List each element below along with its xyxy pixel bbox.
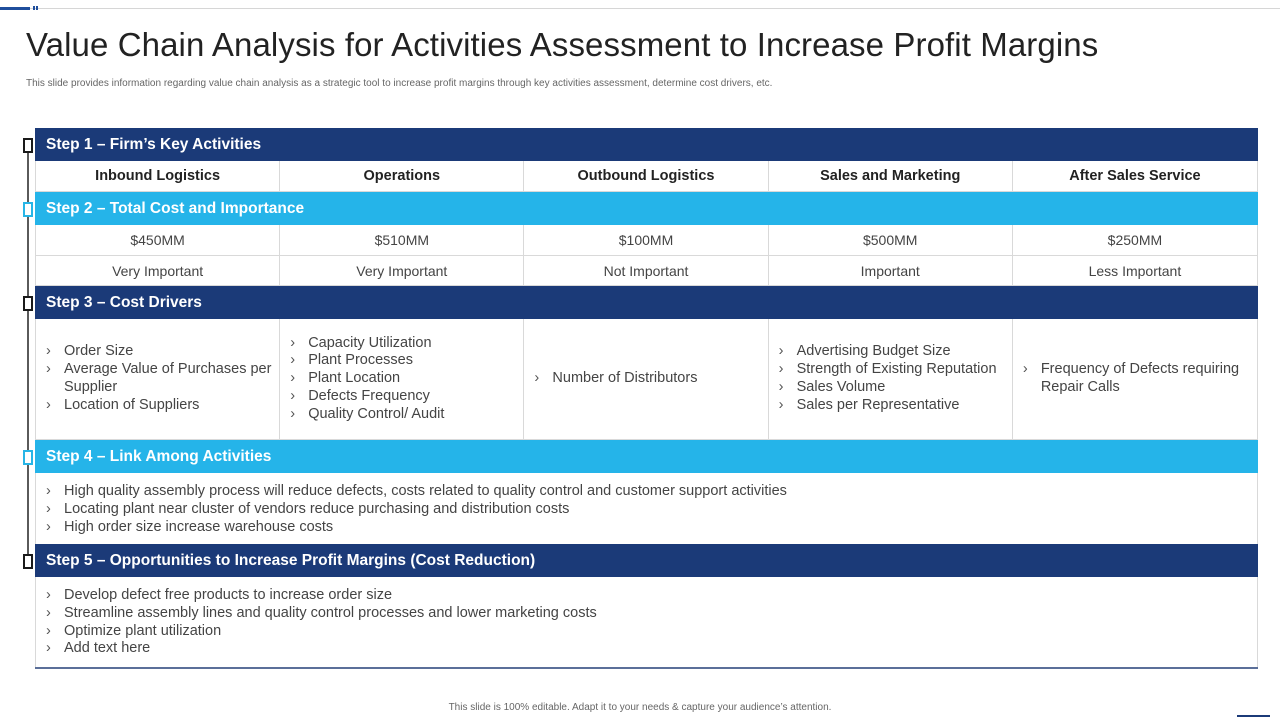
list-item: High quality assembly process will reduc… (46, 483, 1257, 501)
step1-header: Step 1 – Firm’s Key Activities (35, 128, 1258, 161)
cost-drivers-cell: Advertising Budget Size Strength of Exis… (768, 319, 1013, 440)
activity-header: Sales and Marketing (768, 161, 1013, 192)
step5-header: Step 5 – Opportunities to Increase Profi… (35, 544, 1258, 577)
list-item: Defects Frequency (290, 388, 444, 406)
list-item: Sales per Representative (779, 397, 997, 415)
list-item: Add text here (46, 640, 1257, 658)
links-section: High quality assembly process will reduc… (35, 473, 1258, 544)
cost-cell: $450MM (36, 225, 281, 256)
footer-note: This slide is 100% editable. Adapt it to… (448, 702, 832, 713)
list-item: Frequency of Defects requiring Repair Ca… (1023, 361, 1257, 397)
timeline-node-step2 (23, 202, 33, 217)
list-item: High order size increase warehouse costs (46, 519, 1257, 537)
timeline-node-step5 (23, 554, 33, 569)
importance-cell: Very Important (280, 256, 525, 286)
cost-drivers-list: Advertising Budget Size Strength of Exis… (779, 343, 997, 414)
top-rule (0, 8, 1280, 9)
importance-cell: Important (768, 256, 1013, 286)
importance-cell: Very Important (36, 256, 281, 286)
links-list: High quality assembly process will reduc… (46, 483, 1257, 536)
top-accent-marks (33, 6, 35, 10)
importance-row: Very Important Very Important Not Import… (35, 256, 1258, 286)
activity-header: Outbound Logistics (524, 161, 769, 192)
value-chain-table: Step 1 – Firm’s Key Activities Inbound L… (35, 128, 1258, 669)
corner-accent (1237, 715, 1270, 717)
list-item: Optimize plant utilization (46, 623, 1257, 641)
cost-drivers-list: Order Size Average Value of Purchases pe… (46, 343, 279, 414)
list-item: Locating plant near cluster of vendors r… (46, 501, 1257, 519)
list-item: Average Value of Purchases per Supplier (46, 361, 279, 397)
cost-drivers-cell: Number of Distributors (524, 319, 769, 440)
list-item: Streamline assembly lines and quality co… (46, 605, 1257, 623)
cost-cell: $500MM (768, 225, 1013, 256)
step3-header: Step 3 – Cost Drivers (35, 286, 1258, 319)
activity-header: After Sales Service (1012, 161, 1258, 192)
list-item: Number of Distributors (534, 370, 697, 388)
cost-drivers-row: Order Size Average Value of Purchases pe… (35, 319, 1258, 440)
cost-cell: $100MM (524, 225, 769, 256)
list-item: Sales Volume (779, 379, 997, 397)
cost-drivers-cell: Capacity Utilization Plant Processes Pla… (280, 319, 525, 440)
list-item: Capacity Utilization (290, 335, 444, 353)
importance-cell: Less Important (1012, 256, 1258, 286)
top-accent-bar (0, 7, 30, 10)
timeline-node-step1 (23, 138, 33, 153)
list-item: Quality Control/ Audit (290, 406, 444, 424)
opportunities-section: Develop defect free products to increase… (35, 577, 1258, 667)
list-item: Plant Location (290, 370, 444, 388)
activity-header: Inbound Logistics (36, 161, 281, 192)
list-item: Develop defect free products to increase… (46, 587, 1257, 605)
cost-drivers-cell: Order Size Average Value of Purchases pe… (36, 319, 281, 440)
cost-drivers-cell: Frequency of Defects requiring Repair Ca… (1012, 319, 1258, 440)
step4-header: Step 4 – Link Among Activities (35, 440, 1258, 473)
list-item: Strength of Existing Reputation (779, 361, 997, 379)
cost-drivers-list: Capacity Utilization Plant Processes Pla… (290, 335, 444, 424)
table-bottom-rule (35, 667, 1258, 669)
cost-drivers-list: Frequency of Defects requiring Repair Ca… (1023, 361, 1257, 397)
activity-header: Operations (280, 161, 525, 192)
cost-cell: $510MM (280, 225, 525, 256)
list-item: Plant Processes (290, 352, 444, 370)
cost-drivers-list: Number of Distributors (534, 370, 697, 388)
page-title: Value Chain Analysis for Activities Asse… (26, 26, 1099, 63)
step2-header: Step 2 – Total Cost and Importance (35, 192, 1258, 225)
list-item: Advertising Budget Size (779, 343, 997, 361)
importance-cell: Not Important (524, 256, 769, 286)
cost-cell: $250MM (1012, 225, 1258, 256)
opportunities-list: Develop defect free products to increase… (46, 587, 1257, 658)
page-subtitle: This slide provides information regardin… (26, 78, 773, 89)
timeline-node-step3 (23, 296, 33, 311)
timeline-node-step4 (23, 450, 33, 465)
list-item: Location of Suppliers (46, 397, 279, 415)
list-item: Order Size (46, 343, 279, 361)
cost-row: $450MM $510MM $100MM $500MM $250MM (35, 225, 1258, 256)
activities-row: Inbound Logistics Operations Outbound Lo… (35, 161, 1258, 192)
timeline-line (27, 138, 29, 564)
